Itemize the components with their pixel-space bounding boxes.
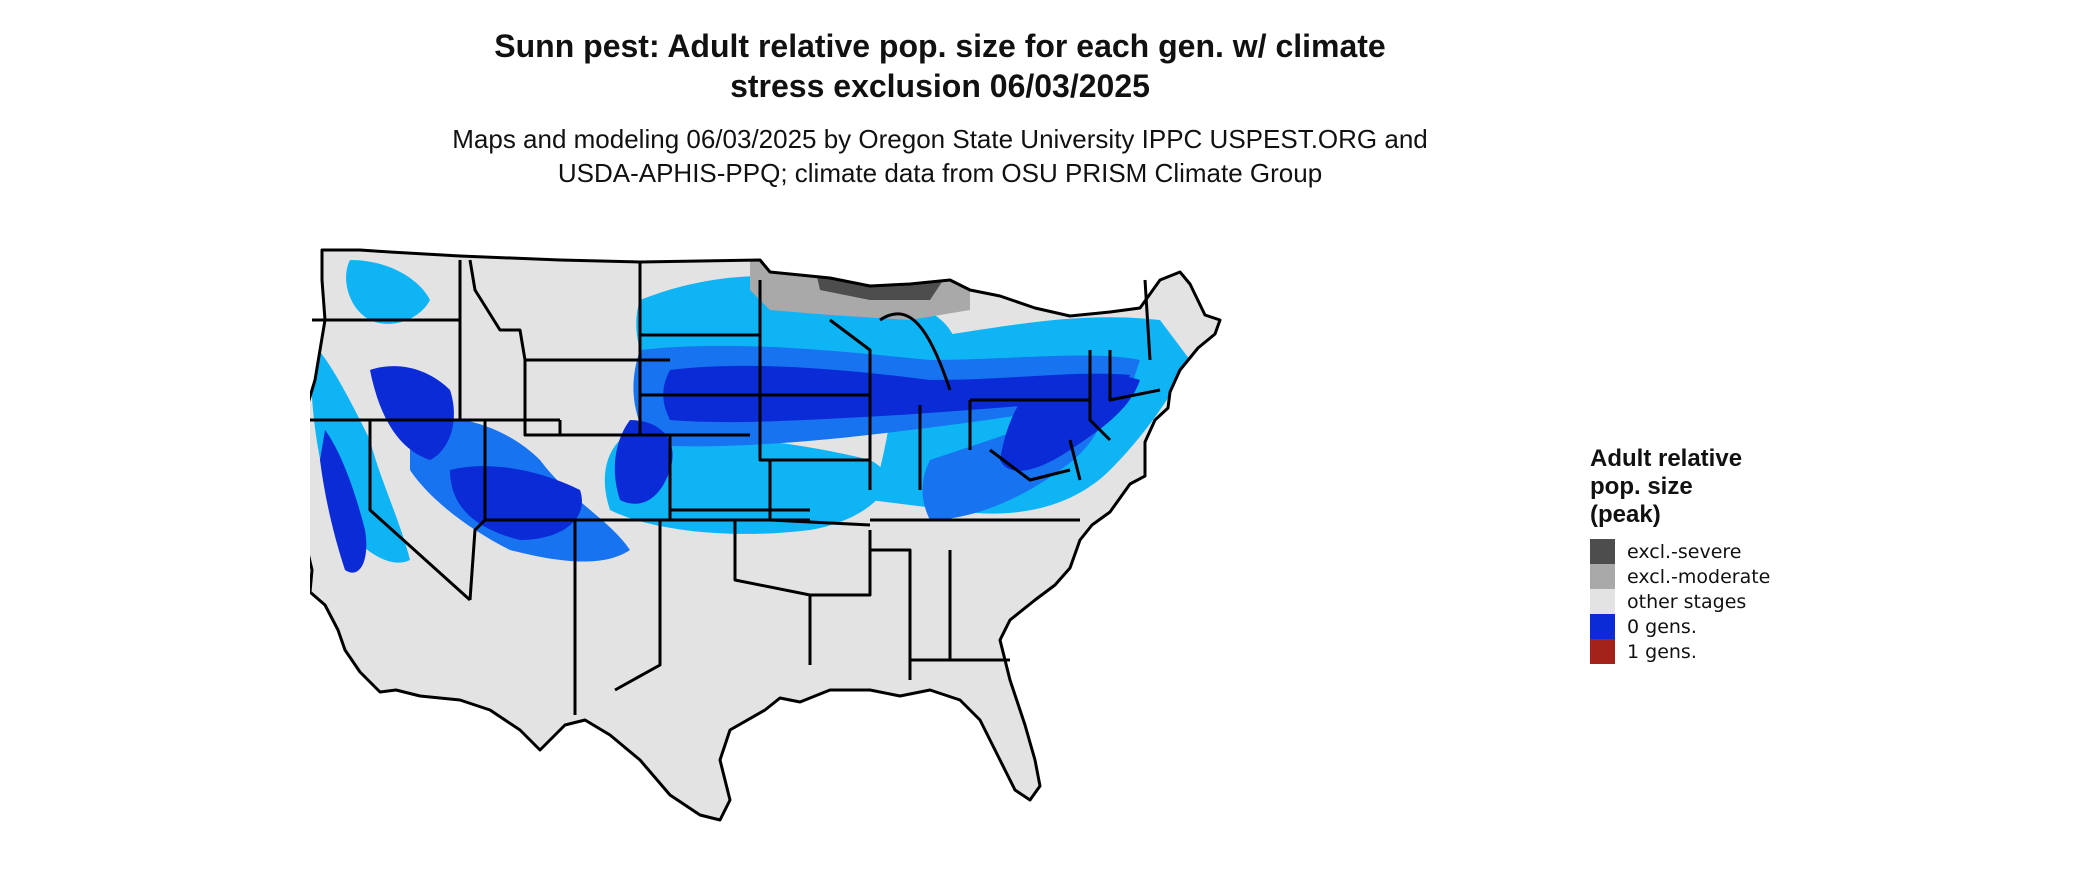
zone-dark-blue-great-basin [370, 366, 454, 460]
border-mi-oh [879, 312, 952, 391]
border-wy-co [523, 360, 562, 437]
border-nd-sd-ne [638, 262, 750, 437]
zone-light-blue-northwest [346, 260, 430, 324]
border-me-nh [1143, 279, 1152, 361]
border-nv-ut-az [468, 420, 487, 601]
border-ia-mo-il [758, 395, 870, 462]
border-new-england [1108, 350, 1161, 402]
zone-dark-blue-plains [614, 420, 673, 504]
border-ok-tx [660, 518, 812, 665]
subtitle-line-2: USDA-APHIS-PPQ; climate data from OSU PR… [557, 158, 1323, 188]
map-fill [310, 250, 1220, 820]
zone-dark-blue-california [320, 430, 367, 573]
legend-swatch [1590, 614, 1615, 639]
legend-swatch [1590, 539, 1615, 564]
map-title: Sunn pest: Adult relative pop. size for … [420, 26, 1460, 106]
subtitle-line-1: Maps and modeling 06/03/2025 by Oregon S… [452, 124, 1428, 154]
border-md-de [1068, 439, 1082, 481]
legend-swatch [1590, 564, 1615, 589]
legend-item: excl.-severe [1590, 539, 1850, 564]
state-borders [310, 248, 1222, 822]
border-mo-ar [768, 460, 871, 527]
border-wv-va [989, 448, 1071, 482]
border-ar-la-ms [810, 530, 872, 597]
title-line-1: Sunn pest: Adult relative pop. size for … [494, 28, 1386, 64]
legend-label: 1 gens. [1627, 640, 1697, 663]
legend-label: other stages [1627, 590, 1747, 613]
title-line-2: stress exclusion 06/03/2025 [730, 68, 1150, 104]
border-tn-al-ms [870, 548, 912, 680]
map-subtitle: Maps and modeling 06/03/2025 by Oregon S… [380, 122, 1500, 190]
legend-item: excl.-moderate [1590, 564, 1850, 589]
border-ny-pa-nj [1088, 350, 1112, 442]
legend-label: excl.-severe [1627, 540, 1742, 563]
border-ca-nv [368, 420, 472, 602]
us-map [310, 248, 1222, 822]
legend-swatch [1590, 589, 1615, 614]
legend-label: 0 gens. [1627, 615, 1697, 638]
zone-dark-blue-midwest [663, 365, 1130, 423]
legend-item: 0 gens. [1590, 614, 1850, 639]
legend-item: other stages [1590, 589, 1850, 614]
legend-items: excl.-severe excl.-moderate other stages 0 … [1590, 539, 1850, 664]
legend-label: excl.-moderate [1627, 565, 1771, 588]
us-outline [310, 248, 1222, 822]
zone-excl-severe [810, 250, 950, 300]
legend-title: Adult relative pop. size (peak) [1590, 445, 1743, 528]
border-nm-tx-ok [614, 520, 662, 692]
border-wi-il-mi [829, 318, 872, 395]
legend-swatch [1590, 639, 1615, 664]
map-legend: Adult relative pop. size (peak) excl.-se… [1590, 445, 1850, 664]
legend-item: 1 gens. [1590, 639, 1850, 664]
